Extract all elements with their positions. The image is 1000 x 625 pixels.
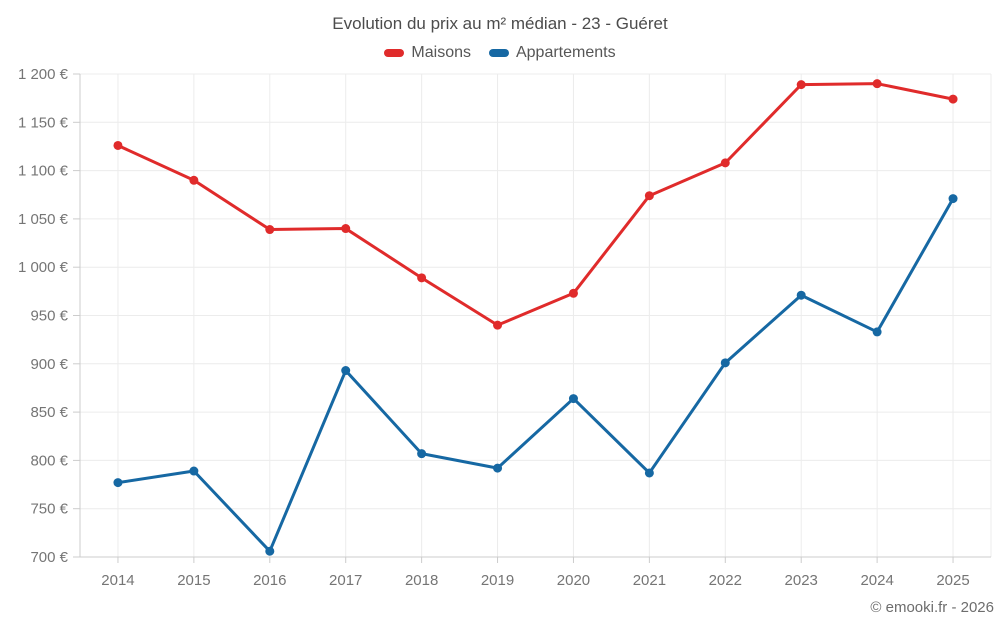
chart-title: Evolution du prix au m² médian - 23 - Gu… (332, 14, 668, 33)
x-tick-label: 2022 (709, 572, 742, 589)
legend: Maisons Appartements (0, 44, 1000, 62)
x-tick-label: 2025 (936, 572, 969, 589)
x-tick-label: 2019 (481, 572, 514, 589)
maisons-point[interactable] (189, 175, 199, 185)
x-tick-label: 2014 (101, 572, 134, 589)
y-tick-label: 1 100 € (18, 163, 69, 180)
y-tick-label: 1 150 € (18, 114, 69, 131)
x-tick-label: 2021 (633, 572, 666, 589)
x-tick-label: 2015 (177, 572, 210, 589)
y-tick-label: 1 000 € (18, 259, 69, 276)
x-tick-label: 2018 (405, 572, 438, 589)
appartements-point[interactable] (568, 394, 578, 404)
appartements-legend-label: Appartements (515, 44, 616, 61)
y-tick-label: 800 € (30, 452, 68, 469)
maisons-point[interactable] (417, 273, 427, 283)
x-tick-label: 2017 (329, 572, 362, 589)
legend-item-maisons[interactable]: Maisons (384, 44, 471, 62)
appartements-point[interactable] (796, 290, 806, 300)
maisons-legend-swatch (384, 49, 405, 57)
maisons-point[interactable] (644, 191, 654, 201)
maisons-point[interactable] (720, 158, 730, 168)
legend-item-appartements[interactable]: Appartements (488, 44, 616, 62)
x-tick-label: 2016 (253, 572, 286, 589)
maisons-point[interactable] (948, 94, 958, 104)
maisons-point[interactable] (341, 224, 351, 234)
y-tick-label: 750 € (30, 501, 68, 518)
maisons-point[interactable] (568, 288, 578, 298)
y-tick-label: 850 € (30, 404, 68, 421)
appartements-point[interactable] (189, 466, 199, 476)
maisons-point[interactable] (872, 79, 882, 89)
appartements-point[interactable] (872, 327, 882, 337)
appartements-point[interactable] (341, 366, 351, 376)
appartements-point[interactable] (113, 478, 123, 488)
maisons-line (116, 82, 955, 327)
y-tick-label: 900 € (30, 356, 68, 373)
y-tick-label: 1 050 € (18, 211, 69, 228)
appartements-point[interactable] (644, 468, 654, 478)
y-tick-label: 1 200 € (18, 66, 69, 83)
x-tick-label: 2020 (557, 572, 590, 589)
appartements-point[interactable] (265, 546, 275, 556)
maisons-point[interactable] (265, 225, 275, 235)
maisons-legend-label: Maisons (411, 44, 471, 61)
y-tick-label: 950 € (30, 308, 68, 325)
appartements-point[interactable] (417, 449, 427, 459)
maisons-point[interactable] (493, 320, 503, 330)
appartements-point[interactable] (493, 463, 503, 473)
y-tick-label: 700 € (30, 549, 68, 566)
copyright-text: © emooki.fr - 2026 (870, 599, 994, 616)
x-tick-label: 2024 (860, 572, 893, 589)
appartements-legend-swatch (488, 49, 509, 57)
appartements-line (116, 197, 955, 553)
appartements-point[interactable] (948, 194, 958, 204)
maisons-point[interactable] (113, 140, 123, 150)
x-tick-label: 2023 (785, 572, 818, 589)
maisons-point[interactable] (796, 80, 806, 90)
appartements-point[interactable] (720, 358, 730, 368)
